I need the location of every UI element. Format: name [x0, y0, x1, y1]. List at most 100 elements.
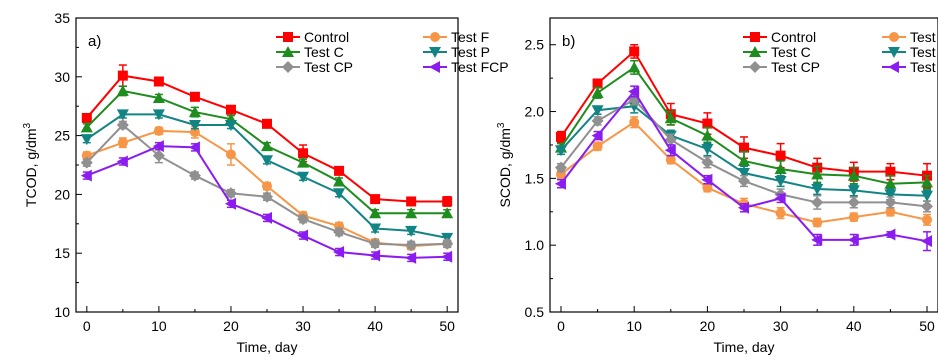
data-point [702, 118, 713, 129]
legend-label: Test CP [771, 59, 820, 75]
y-tick-label: 15 [54, 245, 70, 261]
legend-label: Test FCP [451, 59, 509, 75]
data-point [441, 207, 454, 219]
x-tick-label: 0 [83, 318, 91, 334]
data-point [554, 177, 566, 190]
data-point [333, 226, 346, 239]
legend-label: Test F [910, 29, 938, 45]
data-point [738, 154, 750, 166]
data-point [629, 46, 640, 57]
legend-marker [429, 61, 440, 73]
data-point [369, 207, 382, 219]
data-point [921, 200, 934, 213]
data-point [701, 156, 714, 169]
data-point [189, 127, 200, 138]
data-point [297, 213, 310, 226]
data-point [701, 173, 713, 186]
data-point [847, 233, 859, 246]
data-point [701, 129, 714, 141]
x-tick-label: 50 [919, 318, 935, 334]
data-point [117, 137, 128, 148]
data-point [629, 117, 640, 128]
data-point [152, 91, 165, 103]
legend-marker [888, 61, 899, 73]
legend-item: Control [743, 29, 816, 45]
data-point [369, 237, 382, 250]
data-point [554, 145, 567, 157]
data-point [811, 168, 824, 180]
data-point [701, 143, 714, 155]
data-point [884, 228, 896, 241]
data-point [774, 192, 786, 205]
chart-panel-b: 0.5 1.0 1.5 2.0 2.5 0 10 20 30 40 50 Time, day SCOD,… [496, 17, 938, 355]
legend-label: Test CP [304, 59, 353, 75]
x-tick-label: 10 [626, 318, 642, 334]
data-point [775, 208, 786, 219]
data-point [591, 114, 604, 127]
data-point [885, 166, 896, 177]
series-test-cp [80, 119, 454, 251]
y-axis-title: SCOD, g/dm3 [496, 122, 513, 207]
legend-item: Test CP [743, 59, 820, 75]
panel-label: a) [88, 33, 101, 50]
data-point [153, 76, 164, 87]
data-point [261, 155, 273, 167]
data-point [884, 196, 897, 209]
data-point [405, 251, 417, 264]
data-point [297, 156, 310, 168]
data-point [81, 150, 92, 161]
legend-label: Test P [910, 44, 938, 60]
data-point [884, 177, 897, 189]
data-point [847, 169, 860, 181]
x-tick-label: 40 [367, 318, 383, 334]
legend: Control Test F Test C Test P Test CP Test FCP [276, 29, 509, 75]
data-point [370, 194, 381, 205]
x-tick-label: 20 [223, 318, 239, 334]
data-point [811, 184, 824, 196]
data-point [80, 169, 92, 182]
data-point [297, 229, 309, 242]
data-point [628, 85, 640, 98]
legend-marker [429, 47, 441, 58]
y-tick-label: 1.0 [525, 237, 545, 253]
legend-label: Control [771, 29, 816, 45]
x-axis-title: Time, day [714, 339, 775, 355]
data-point [664, 144, 676, 157]
data-point [591, 129, 603, 142]
legend-item: Test FCP [423, 59, 509, 75]
y-tick-label: 1.5 [525, 170, 545, 186]
y-tick-label: 0.5 [525, 304, 545, 320]
data-point [116, 84, 129, 96]
legend-label: Test F [451, 29, 489, 45]
data-point [592, 78, 603, 89]
data-point [405, 225, 418, 237]
data-point [405, 207, 418, 219]
data-point [333, 188, 346, 200]
data-point [702, 182, 713, 193]
legend-item: Test C [276, 44, 344, 60]
legend-label: Test C [771, 44, 811, 60]
x-tick-label: 10 [151, 318, 167, 334]
legend-marker [749, 61, 761, 73]
y-tick-label: 2.5 [525, 37, 545, 53]
y-tick-label: 20 [54, 186, 70, 202]
legend-label: Test C [304, 44, 344, 60]
data-point [334, 165, 345, 176]
data-point [81, 112, 92, 123]
legend-item: Test CP [276, 59, 353, 75]
data-point [922, 214, 933, 225]
legend-marker [282, 46, 294, 57]
data-point [885, 206, 896, 217]
y-tick-label: 30 [54, 69, 70, 85]
data-point [189, 91, 200, 102]
data-point [884, 189, 897, 201]
chart-panel-a: 10 15 20 25 30 35 0 10 20 30 40 50 Time, day TCOD, g/… [22, 10, 509, 355]
data-point [298, 148, 309, 159]
data-point [628, 61, 641, 73]
data-point [261, 211, 272, 224]
legend: Control Test F Test C Test P Test CP Test FCP [743, 29, 938, 75]
x-tick-label: 30 [773, 318, 789, 334]
data-point [774, 163, 787, 175]
data-point [116, 155, 128, 168]
